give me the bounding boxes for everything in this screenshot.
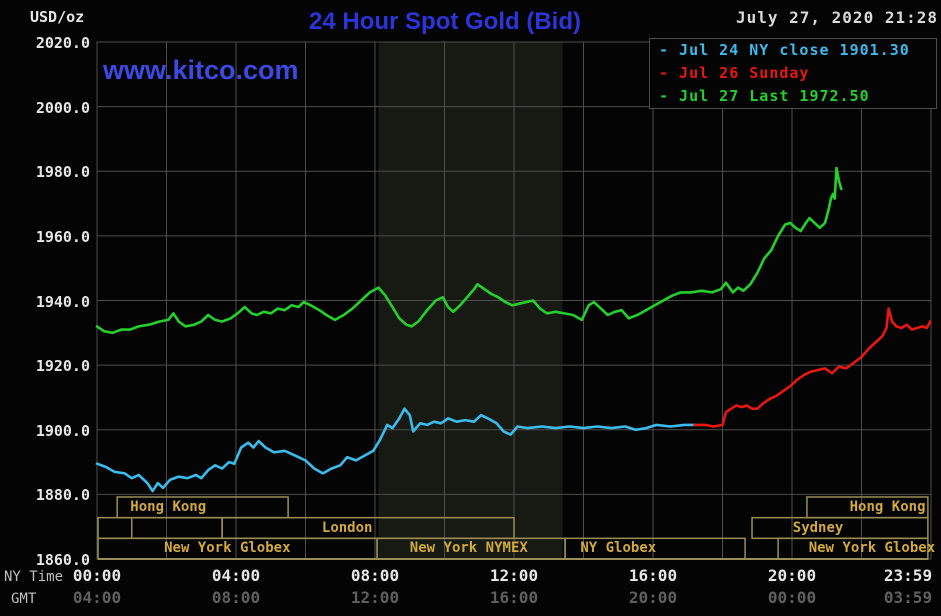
x-tick-gmt: 03:59 bbox=[883, 588, 933, 607]
x-tick-gmt: 20:00 bbox=[628, 588, 678, 607]
y-tick-label: 1980.0 bbox=[35, 163, 90, 182]
series-line-0 bbox=[95, 407, 697, 493]
x-tick-gmt: 08:00 bbox=[211, 588, 261, 607]
session-label: London bbox=[321, 519, 373, 536]
x-tick-ny-time: 20:00 bbox=[767, 566, 817, 585]
chart-datetime: July 27, 2020 21:28 bbox=[735, 8, 938, 27]
x-tick-gmt: 04:00 bbox=[72, 588, 122, 607]
session-label: Sydney bbox=[792, 519, 844, 536]
y-tick-label: 1860.0 bbox=[35, 551, 90, 569]
x-tick-gmt: 00:00 bbox=[767, 588, 817, 607]
legend-item-jul27: - Jul 27 Last 1972.50 bbox=[659, 87, 870, 105]
x-tick-ny-time: 12:00 bbox=[489, 566, 539, 585]
x-tick-ny-time: 23:59 bbox=[883, 566, 933, 585]
series-line-1 bbox=[693, 307, 932, 428]
session-box bbox=[131, 516, 223, 540]
ny-time-axis-label: NY Time bbox=[4, 569, 64, 585]
x-tick-ny-time: 04:00 bbox=[211, 566, 261, 585]
session-label: New York Globex bbox=[164, 540, 291, 557]
session-label: New York Globex bbox=[808, 540, 936, 557]
x-tick-ny-time: 08:00 bbox=[350, 566, 400, 585]
series-line-2 bbox=[95, 166, 843, 335]
kitco-watermark: www.kitco.com bbox=[103, 55, 299, 85]
gmt-axis-label: GMT bbox=[11, 591, 37, 607]
page-title: 24 Hour Spot Gold (Bid) bbox=[309, 8, 581, 35]
y-tick-label: 2020.0 bbox=[35, 34, 90, 52]
session-label: Hong Kong bbox=[849, 499, 926, 515]
legend-item-jul24: - Jul 24 NY close 1901.30 bbox=[659, 41, 910, 59]
y-tick-label: 1960.0 bbox=[35, 227, 90, 246]
y-tick-label: 1880.0 bbox=[35, 486, 90, 505]
y-tick-label: 1900.0 bbox=[35, 421, 90, 440]
y-tick-label: 1920.0 bbox=[35, 357, 90, 376]
session-label: Hong Kong bbox=[130, 499, 207, 515]
y-tick-label: 1940.0 bbox=[35, 292, 90, 311]
x-tick-gmt: 12:00 bbox=[350, 588, 400, 607]
y-axis-unit-label: USD/oz bbox=[30, 8, 85, 26]
session-box bbox=[97, 516, 133, 540]
session-label: NY Globex bbox=[580, 540, 657, 557]
y-tick-label: 2000.0 bbox=[35, 98, 90, 117]
x-tick-gmt: 16:00 bbox=[489, 588, 539, 607]
legend: - Jul 24 NY close 1901.30 - Jul 26 Sunda… bbox=[649, 38, 937, 109]
x-tick-ny-time: 00:00 bbox=[72, 566, 122, 585]
legend-item-jul26: - Jul 26 Sunday bbox=[659, 64, 810, 82]
session-label: New York NYMEX bbox=[409, 540, 528, 557]
x-tick-ny-time: 16:00 bbox=[628, 566, 678, 585]
